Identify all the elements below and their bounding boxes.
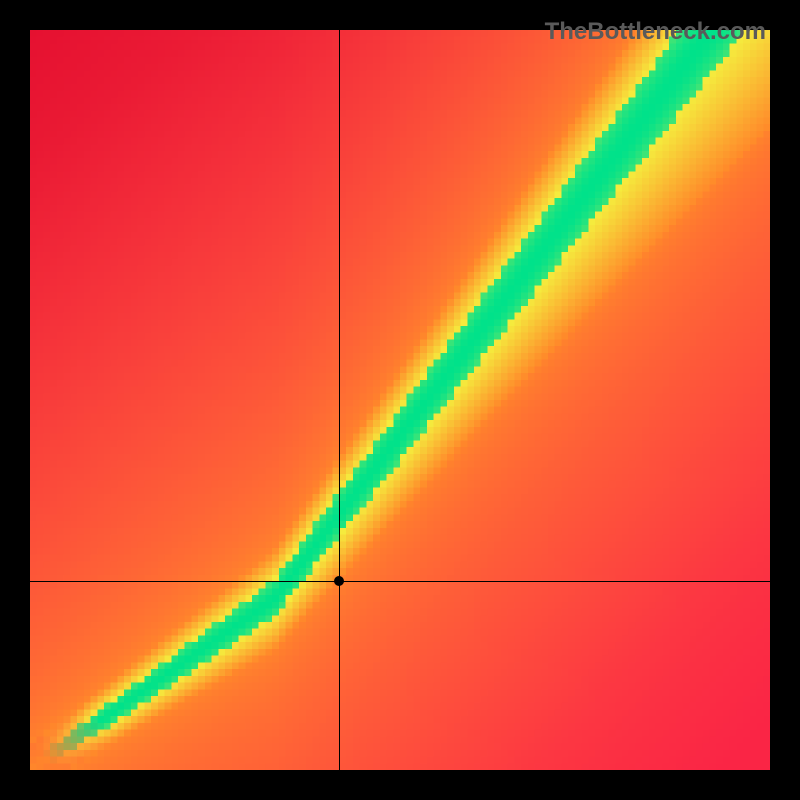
watermark-text: TheBottleneck.com [545,18,766,46]
crosshair-horizontal [30,581,770,582]
chart-container: TheBottleneck.com [0,0,800,800]
bottleneck-heatmap [30,30,770,770]
crosshair-vertical [339,30,340,770]
